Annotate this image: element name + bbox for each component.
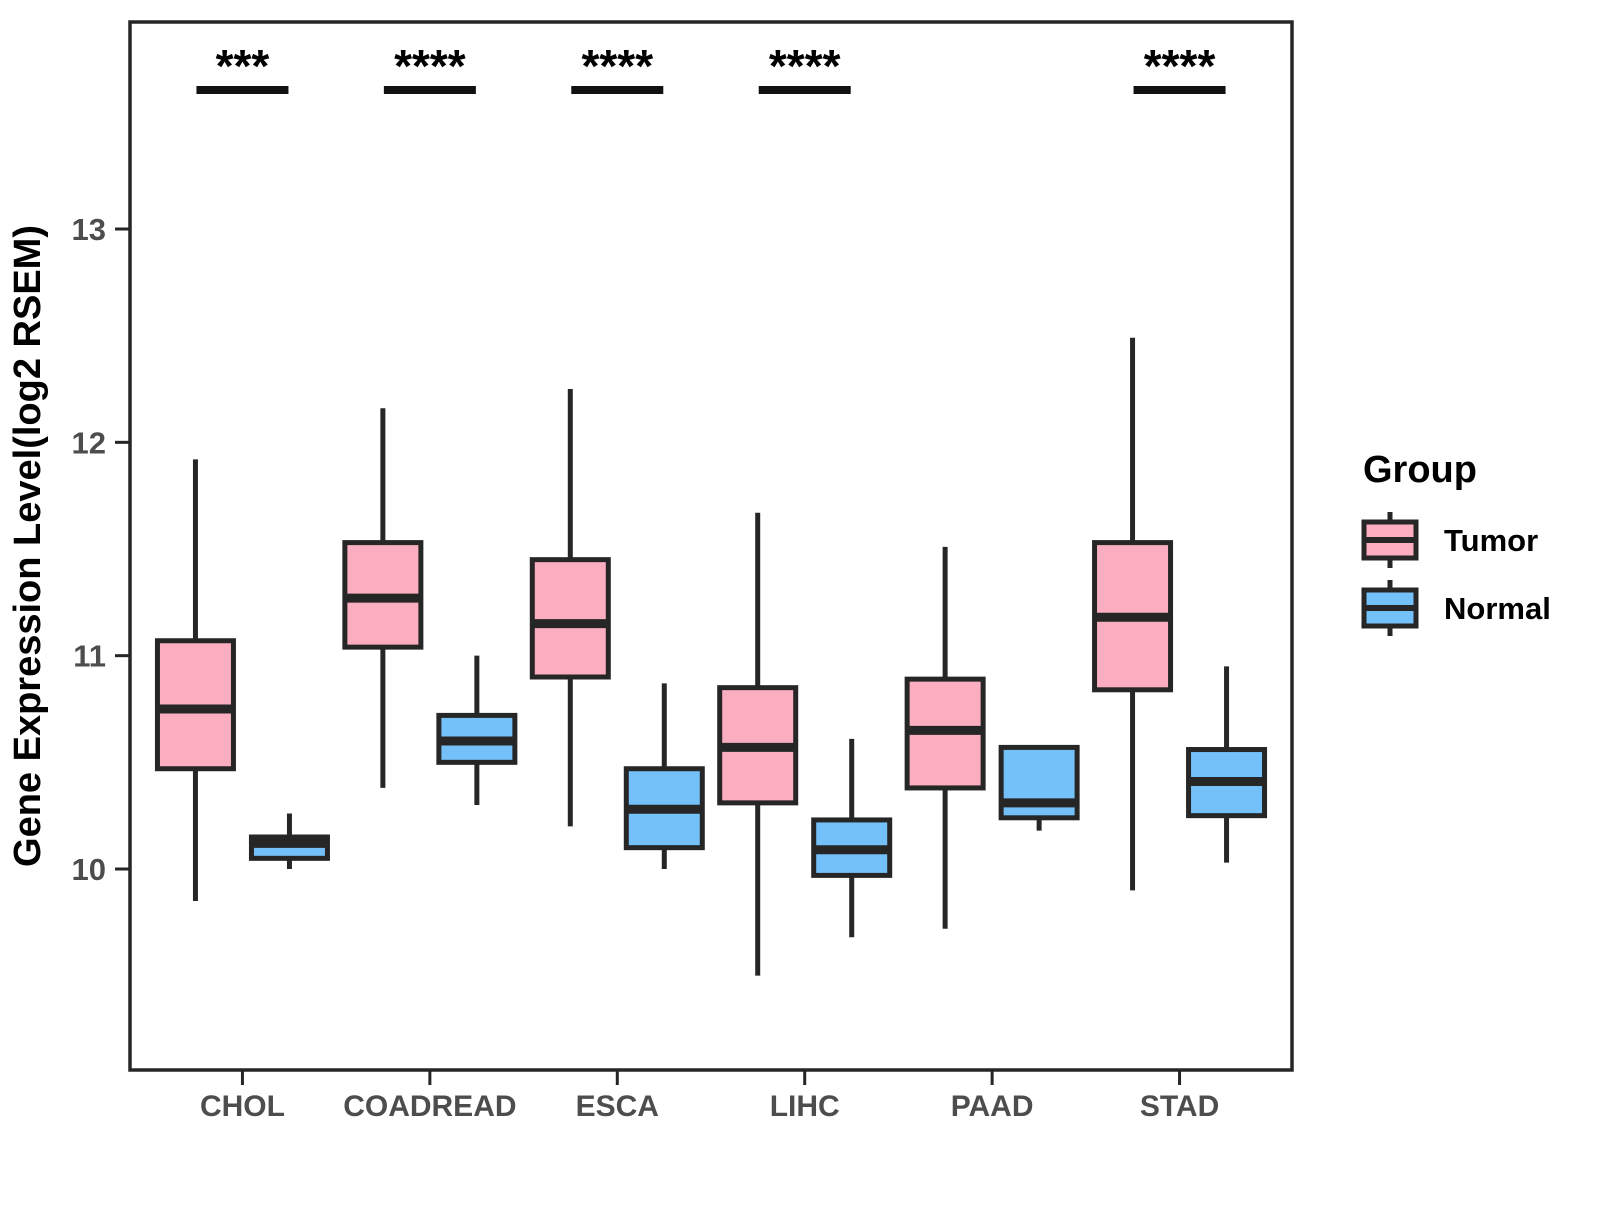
x-axis-label-STAD: STAD (1140, 1090, 1219, 1123)
significance-stars-LIHC: **** (769, 40, 841, 92)
significance-stars-CHOL: *** (216, 40, 270, 92)
y-axis-label-11: 11 (73, 639, 106, 674)
y-axis-label-12: 12 (72, 425, 106, 460)
x-axis-label-LIHC: LIHC (770, 1090, 840, 1123)
legend-title: Group (1363, 449, 1477, 491)
significance-stars-ESCA: **** (581, 40, 653, 92)
x-axis-label-PAAD: PAAD (951, 1090, 1034, 1123)
legend-label-tumor: Tumor (1444, 523, 1538, 558)
significance-stars-COADREAD: **** (394, 40, 466, 92)
legend-label-normal: Normal (1444, 591, 1551, 626)
significance-bar-STAD (1133, 86, 1226, 94)
x-axis-label-ESCA: ESCA (576, 1090, 659, 1123)
y-axis-title: Gene Expression Level(log2 RSEM) (7, 225, 49, 867)
box-Tumor-ESCA (529, 557, 611, 680)
significance-bar-CHOL (196, 86, 289, 94)
significance-bar-LIHC (758, 86, 851, 94)
x-axis-label-CHOL: CHOL (200, 1090, 285, 1123)
y-axis-label-10: 10 (72, 852, 106, 887)
y-axis-label-13: 13 (72, 212, 106, 247)
significance-stars-STAD: **** (1144, 40, 1216, 92)
x-axis-label-COADREAD: COADREAD (343, 1090, 516, 1123)
significance-bar-ESCA (571, 86, 664, 94)
significance-bar-COADREAD (383, 86, 476, 94)
